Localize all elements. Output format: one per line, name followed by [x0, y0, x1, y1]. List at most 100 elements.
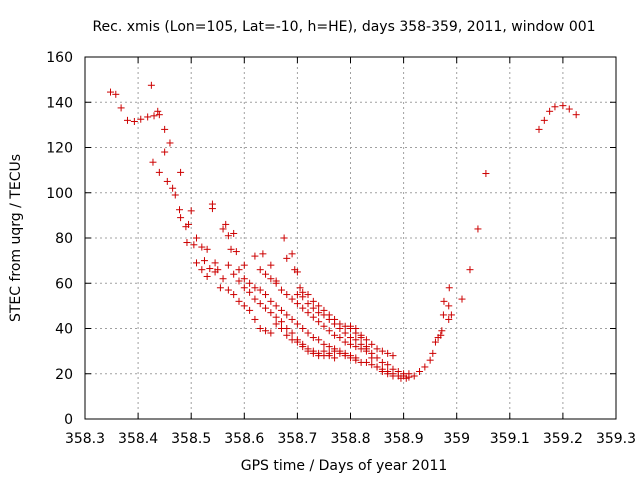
- data-point: [246, 306, 254, 314]
- data-point: [240, 284, 248, 292]
- data-point: [222, 220, 230, 228]
- data-point: [551, 103, 559, 111]
- data-point: [267, 297, 275, 305]
- data-point: [251, 315, 259, 323]
- data-point: [540, 116, 548, 124]
- data-point: [325, 315, 333, 323]
- data-point: [373, 345, 381, 353]
- data-point: [240, 261, 248, 269]
- data-point: [149, 158, 157, 166]
- data-point: [272, 313, 280, 321]
- data-point: [277, 318, 285, 326]
- data-point: [169, 184, 177, 192]
- data-point: [389, 352, 397, 360]
- data-point: [293, 338, 301, 346]
- data-point: [293, 300, 301, 308]
- data-point: [445, 284, 453, 292]
- data-point: [262, 270, 270, 278]
- data-point: [211, 268, 219, 276]
- data-point: [147, 81, 155, 89]
- data-point: [166, 139, 174, 147]
- data-point: [336, 334, 344, 342]
- data-point: [235, 277, 243, 285]
- data-point: [293, 320, 301, 328]
- data-point: [389, 372, 397, 380]
- data-point: [357, 334, 365, 342]
- data-point: [235, 297, 243, 305]
- data-point: [267, 309, 275, 317]
- data-point: [240, 275, 248, 283]
- x-axis-label: GPS time / Days of year 2011: [241, 458, 448, 474]
- data-point: [572, 111, 580, 119]
- data-point: [559, 102, 567, 110]
- data-point: [402, 374, 410, 382]
- data-point: [256, 266, 264, 274]
- data-point: [155, 168, 163, 176]
- data-point: [283, 331, 291, 339]
- data-point: [256, 286, 264, 294]
- x-tick-label: 358.9: [384, 431, 424, 447]
- data-point: [280, 234, 288, 242]
- data-point: [277, 325, 285, 332]
- y-axis-label: STEC from uqrg / TECUs: [8, 154, 24, 322]
- data-point: [384, 361, 392, 369]
- data-point: [219, 225, 227, 233]
- data-point: [277, 306, 285, 314]
- data-point: [177, 214, 185, 222]
- data-point: [325, 327, 333, 335]
- data-point: [405, 370, 413, 378]
- x-tick-label: 358.6: [224, 431, 264, 447]
- data-point: [535, 125, 543, 133]
- data-point: [163, 177, 171, 185]
- data-point: [368, 354, 376, 362]
- data-point: [429, 349, 437, 357]
- data-point: [283, 311, 291, 319]
- data-point: [277, 286, 285, 294]
- data-point: [177, 168, 185, 176]
- data-point: [296, 284, 304, 292]
- data-point: [224, 286, 232, 294]
- data-point: [198, 243, 206, 251]
- data-point: [150, 112, 158, 120]
- x-tick-label: 359.3: [596, 431, 636, 447]
- data-point: [309, 313, 317, 321]
- data-point: [246, 288, 254, 296]
- data-point: [438, 327, 446, 335]
- data-point: [309, 334, 317, 342]
- data-point: [362, 358, 370, 366]
- data-point: [154, 107, 162, 115]
- data-point: [161, 125, 169, 133]
- x-tick-label: 358.7: [277, 431, 317, 447]
- data-point: [309, 297, 317, 305]
- data-point: [315, 352, 323, 360]
- data-point: [565, 105, 573, 113]
- data-point: [193, 259, 201, 267]
- data-point: [352, 325, 360, 332]
- data-point: [259, 250, 267, 258]
- data-point: [341, 329, 349, 337]
- data-point: [431, 338, 439, 346]
- data-point: [315, 309, 323, 317]
- data-point: [211, 259, 219, 267]
- data-point: [341, 352, 349, 360]
- data-point: [256, 300, 264, 308]
- data-point: [347, 322, 354, 330]
- data-point: [232, 248, 240, 256]
- y-tick-labels: 0 20 40 60 80 100 120 140 160: [46, 50, 73, 428]
- data-point: [341, 338, 349, 346]
- data-point: [299, 293, 307, 301]
- data-point: [331, 320, 339, 328]
- data-point: [283, 291, 291, 299]
- data-point: [262, 304, 270, 312]
- data-point: [106, 88, 114, 96]
- data-point: [299, 325, 307, 332]
- x-tick-label: 359.2: [543, 431, 583, 447]
- data-point: [304, 329, 312, 337]
- data-point: [331, 354, 339, 362]
- chart-title: Rec. xmis (Lon=105, Lat=-10, h=HE), days…: [92, 19, 595, 35]
- data-point: [320, 322, 328, 330]
- data-point: [384, 349, 392, 357]
- y-tick-label: 120: [46, 141, 73, 157]
- data-point: [224, 232, 232, 240]
- y-tick-label: 60: [55, 276, 73, 292]
